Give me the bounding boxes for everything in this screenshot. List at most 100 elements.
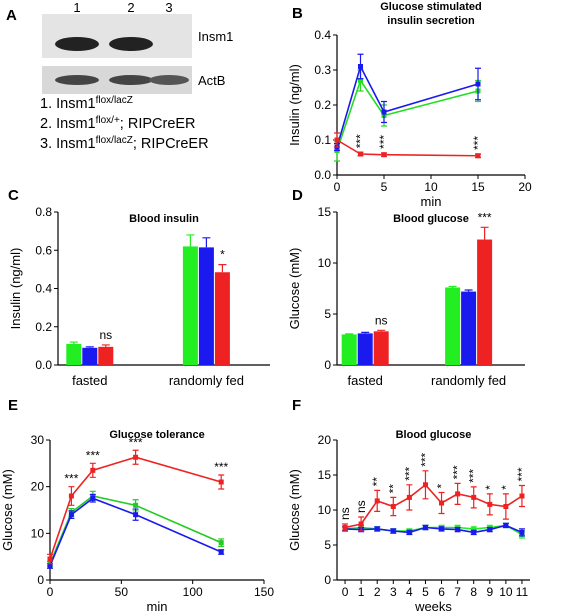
- panel-letter: E: [8, 397, 18, 414]
- x-tick-label: fasted: [72, 373, 107, 388]
- error-bar: [448, 285, 457, 288]
- series-line: [336, 64, 479, 148]
- marker: [455, 527, 461, 533]
- annotation: ns: [338, 507, 352, 520]
- marker: [133, 454, 139, 460]
- marker: [475, 81, 481, 87]
- x-tick-label: 8: [470, 585, 477, 599]
- bar: [66, 343, 82, 365]
- bar: [461, 291, 477, 365]
- marker: [487, 527, 493, 533]
- y-tick-label: 0.1: [314, 133, 331, 147]
- marker: [47, 563, 53, 569]
- y-tick-label: 0.6: [35, 243, 52, 257]
- annotation: ***: [467, 469, 481, 483]
- marker: [406, 494, 412, 500]
- annotation: *: [435, 484, 449, 489]
- annotation: ***: [418, 452, 432, 466]
- bar: [214, 272, 230, 365]
- blot-strip: [42, 14, 192, 58]
- error-bar: [69, 341, 78, 344]
- y-tick-label: 10: [31, 526, 45, 540]
- x-axis-label: weeks: [414, 599, 452, 614]
- x-tick-label: 11: [516, 585, 529, 599]
- x-tick-label: 150: [254, 585, 274, 599]
- y-tick-label: 15: [318, 468, 332, 482]
- marker: [90, 495, 96, 501]
- x-tick-label: 20: [518, 180, 532, 194]
- series-line: [336, 78, 479, 151]
- chart-title: Glucose stimulated: [380, 1, 481, 13]
- x-axis-label: min: [421, 194, 442, 209]
- y-tick-label: 0: [37, 573, 44, 587]
- x-tick-label: 100: [183, 585, 203, 599]
- x-tick-label: 1: [358, 585, 365, 599]
- series-line: [345, 524, 523, 534]
- annotation: ***: [377, 135, 391, 149]
- marker: [422, 525, 428, 530]
- bar: [98, 346, 114, 365]
- marker: [47, 556, 53, 562]
- bar: [445, 287, 461, 365]
- annotation: ns: [99, 328, 112, 342]
- marker: [439, 526, 445, 532]
- y-tick-label: 0.3: [314, 63, 331, 77]
- marker: [475, 153, 481, 159]
- x-tick-label: 15: [471, 180, 485, 194]
- error-bar: [345, 333, 354, 335]
- y-tick-label: 20: [31, 480, 45, 494]
- marker: [334, 137, 340, 143]
- chart-title: insulin secretion: [387, 15, 475, 27]
- band-label: Insm1: [198, 29, 233, 44]
- marker: [519, 529, 525, 535]
- legend-sup: flox/lacZ: [96, 135, 133, 146]
- x-tick-label: 0: [47, 585, 54, 599]
- blot-band: [109, 37, 153, 51]
- bar: [341, 334, 357, 365]
- marker: [519, 493, 525, 499]
- series-line: [344, 524, 523, 536]
- annotation: ns: [354, 500, 368, 513]
- error-bar: [464, 289, 473, 292]
- lane-label: 2: [127, 0, 134, 15]
- x-tick-label: 5: [422, 585, 429, 599]
- lane-label: 1: [73, 0, 80, 15]
- annotation: ***: [86, 448, 100, 462]
- marker: [471, 529, 477, 535]
- annotation: *: [220, 248, 225, 262]
- chart-title: Glucose tolerance: [109, 429, 204, 441]
- bar: [357, 333, 373, 365]
- y-tick-label: 0.8: [35, 205, 52, 219]
- annotation: ***: [64, 472, 78, 486]
- x-tick-label: fasted: [347, 373, 382, 388]
- y-tick-label: 15: [318, 205, 332, 219]
- chart-title: Blood glucose: [393, 213, 469, 225]
- marker: [68, 512, 74, 518]
- x-tick-label: 5: [381, 180, 388, 194]
- error-bar: [480, 226, 489, 240]
- panel-letter: D: [292, 187, 303, 204]
- error-bar: [101, 344, 110, 347]
- panel-letter: A: [6, 7, 17, 24]
- y-tick-label: 0: [324, 573, 331, 587]
- marker: [374, 526, 380, 532]
- x-tick-label: 50: [115, 585, 129, 599]
- legend-rest: ; RIPCreER: [120, 116, 196, 132]
- marker: [358, 521, 364, 527]
- marker: [439, 500, 445, 506]
- bar: [82, 347, 98, 365]
- x-tick-label: 4: [406, 585, 413, 599]
- marker: [374, 498, 380, 504]
- annotation: ***: [478, 210, 492, 224]
- marker: [342, 525, 348, 530]
- marker: [390, 528, 396, 534]
- x-tick-label: 10: [424, 180, 438, 194]
- marker: [68, 493, 74, 499]
- x-tick-label: 6: [438, 585, 445, 599]
- legend-entry: 3. Insm1flox/lacZ; RIPCreER: [40, 135, 209, 153]
- legend-entry: 2. Insm1flox/+; RIPCreER: [40, 115, 196, 133]
- y-tick-label: 0.4: [314, 28, 331, 42]
- error-bar: [218, 263, 227, 273]
- annotation: ***: [354, 134, 368, 148]
